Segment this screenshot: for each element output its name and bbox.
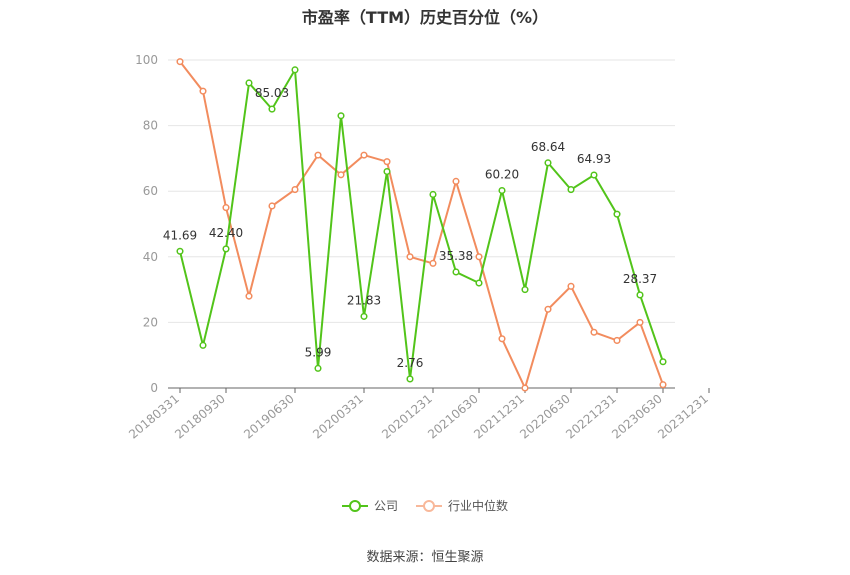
data-point [544,305,552,313]
data-point [245,292,253,300]
x-tick-label: 20211231 [471,392,527,442]
data-point [176,58,184,66]
data-point [291,66,299,74]
data-point [613,210,621,218]
x-tick-label: 20230630 [609,392,665,442]
x-tick-label: 20221231 [563,392,619,442]
data-point [613,336,621,344]
data-point [544,159,552,167]
data-point [383,167,391,176]
y-tick-label: 80 [143,119,158,133]
data-point [268,202,276,210]
data-point [245,79,253,87]
data-point [314,151,322,159]
legend-label-industry-median: 行业中位数 [448,499,509,513]
data-point [521,384,529,392]
x-tick-label: 20210630 [425,392,481,442]
legend-item-company[interactable]: 公司 [341,497,398,514]
data-point [314,364,322,372]
data-source-note: 数据来源：恒生聚源 [366,550,484,565]
data-point [659,358,667,366]
y-tick-label: 0 [150,381,158,395]
chart-legend: 公司 行业中位数 [0,497,850,514]
data-point [498,186,506,195]
data-label: 5.99 [305,345,332,359]
data-point [199,87,207,95]
data-point [291,186,299,194]
data-label: 42.40 [209,226,243,240]
legend-label-company: 公司 [373,499,398,513]
data-point [176,247,184,255]
x-tick-label: 20200331 [310,392,366,442]
legend-item-industry-median[interactable]: 行业中位数 [416,497,508,514]
data-label: 2.76 [397,356,424,370]
data-point [360,151,368,159]
data-point [222,204,230,212]
series-line-1 [179,60,664,391]
data-point [199,341,207,349]
data-point [452,268,460,276]
data-label: 21.83 [347,293,381,307]
data-point [452,177,460,185]
data-point [659,381,667,389]
data-label: 68.64 [531,140,565,154]
data-point [337,171,345,179]
data-label: 41.69 [163,228,197,242]
y-tick-label: 100 [135,53,158,67]
x-tick-label: 20231231 [655,392,711,442]
data-label: 60.20 [485,168,519,182]
data-label: 64.93 [577,152,611,166]
x-tick-label: 20190630 [241,392,297,442]
data-point [590,328,598,336]
data-point [636,318,644,326]
data-point [475,253,483,261]
x-tick-label: 20180930 [172,392,228,442]
x-tick-label: 20180331 [126,392,182,442]
data-point [383,158,391,166]
chart-title: 市盈率（TTM）历史百分位（%） [301,8,549,27]
data-point [268,105,276,113]
series-line-0 [179,66,664,380]
x-tick-label: 20201231 [379,392,435,442]
y-tick-label: 60 [143,184,158,198]
data-point [429,190,437,199]
data-point [475,279,483,287]
data-label: 28.37 [623,272,657,286]
data-point [521,286,529,294]
x-tick-label: 20220630 [517,392,573,442]
data-label: 35.38 [439,249,473,263]
legend-swatch-industry-median [416,499,442,513]
data-point [337,112,345,120]
data-point [567,186,575,194]
data-point [222,245,230,253]
data-point [406,253,414,261]
data-point [429,259,437,267]
data-point [498,335,506,343]
data-point [636,291,644,299]
legend-swatch-company [341,499,368,513]
y-tick-label: 20 [143,315,158,329]
y-tick-label: 40 [143,250,158,264]
data-label: 85.03 [255,86,289,100]
data-point [567,282,575,290]
data-point [406,375,414,383]
data-point [590,171,598,179]
data-point [360,312,368,320]
